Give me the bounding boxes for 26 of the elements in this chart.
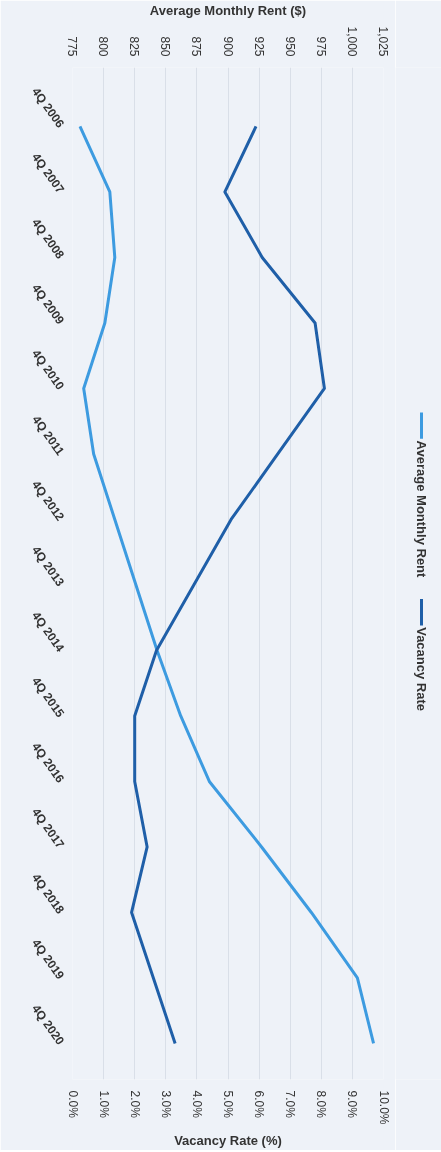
- x2-tick-label: 775: [65, 36, 79, 57]
- x-tick-label: 4.0%: [189, 1090, 204, 1119]
- x-axis-title: Vacancy Rate (%): [174, 1132, 282, 1148]
- x-tick-label: 8.0%: [314, 1090, 329, 1119]
- x2-tick-label: 1,000: [344, 26, 359, 57]
- x2-tick-label: 850: [158, 36, 173, 57]
- x-tick-label: 9.0%: [345, 1090, 360, 1119]
- x2-tick-label: 950: [282, 36, 297, 57]
- x2-tick-label: 1,025: [376, 26, 390, 57]
- x2-tick-label: 975: [313, 36, 328, 57]
- x2-tick-label: 825: [127, 36, 142, 57]
- x2-tick-label: 800: [96, 36, 111, 57]
- x-tick-label: 5.0%: [221, 1090, 235, 1119]
- x2-axis-title: Average Monthly Rent ($): [149, 3, 307, 19]
- x-tick-label: 1.0%: [96, 1090, 111, 1119]
- x2-tick-label: 875: [189, 36, 204, 57]
- x-tick-label: 3.0%: [158, 1090, 173, 1119]
- x-tick-label: 7.0%: [283, 1090, 298, 1119]
- x-tick-label: 2.0%: [127, 1090, 142, 1119]
- legend-label: Vacancy Rate: [414, 627, 429, 712]
- x2-tick-label: 900: [220, 36, 235, 57]
- x-tick-label: 6.0%: [252, 1090, 267, 1119]
- legend-label: Average Monthly Rent: [414, 440, 429, 579]
- x2-tick-label: 925: [251, 36, 266, 57]
- x-tick-label: 0.0%: [65, 1090, 80, 1119]
- x-tick-label: 10.0%: [376, 1090, 391, 1125]
